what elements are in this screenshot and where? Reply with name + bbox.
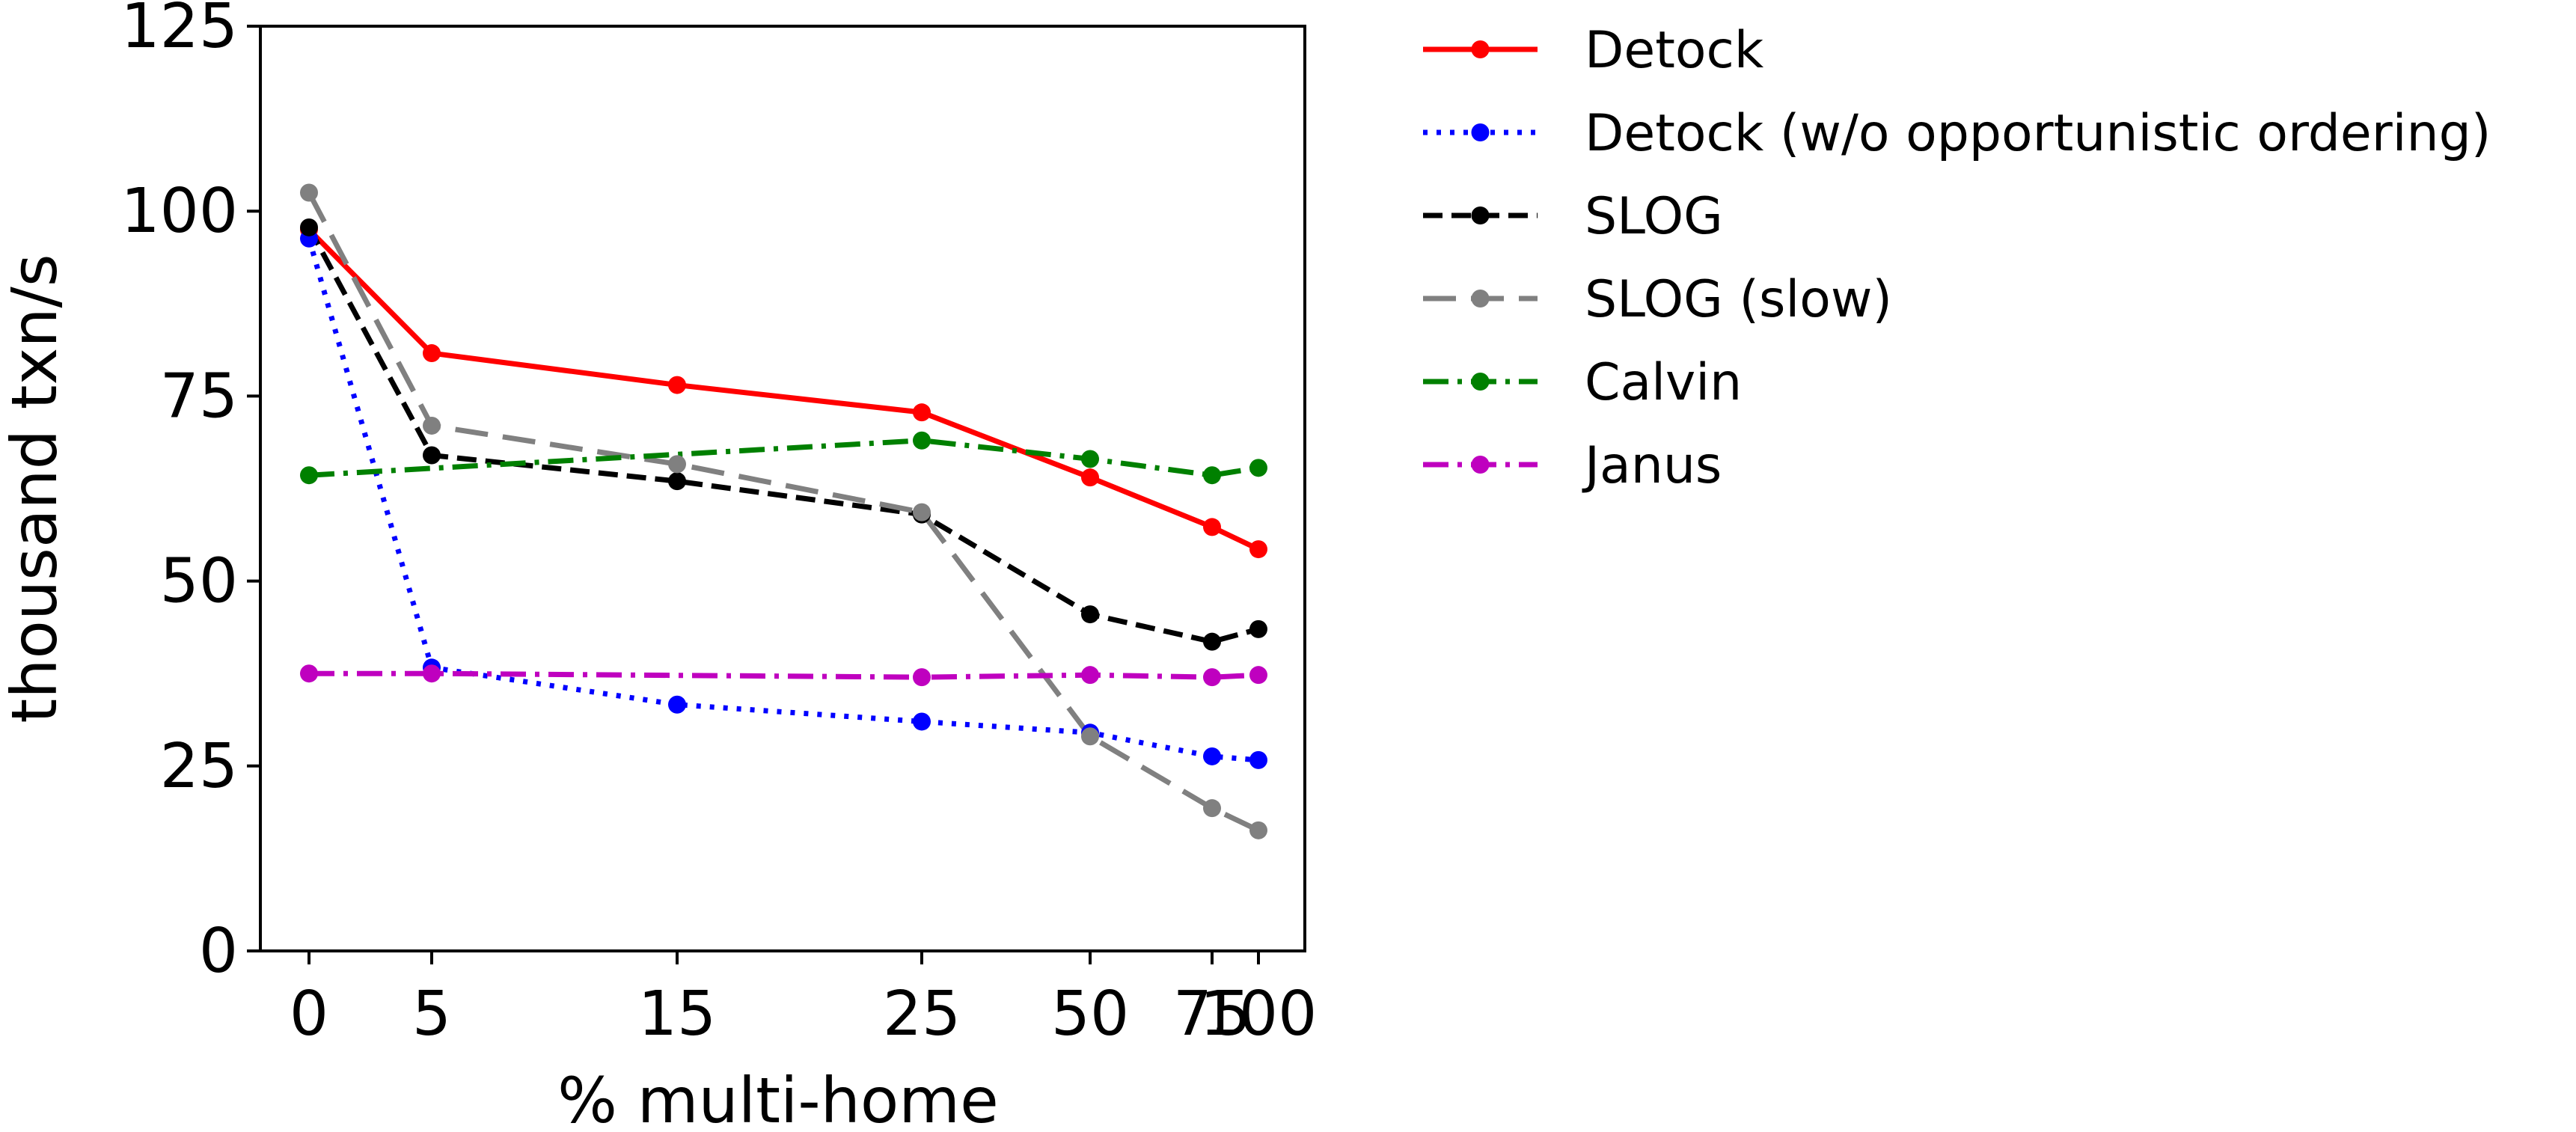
data-point <box>423 416 441 435</box>
data-point <box>668 376 686 394</box>
x-tick-label: 5 <box>412 979 451 1050</box>
data-point <box>1249 459 1267 477</box>
data-point <box>1249 540 1267 559</box>
data-point <box>913 403 931 422</box>
x-tick-label: 50 <box>1051 979 1129 1050</box>
series-line-1 <box>306 237 1259 763</box>
plot-frame <box>259 25 1306 952</box>
legend-label: Janus <box>1582 436 1722 495</box>
data-point <box>1203 799 1221 818</box>
x-axis-label: % multi-home <box>557 1064 999 1132</box>
data-point <box>1081 450 1099 468</box>
data-point <box>668 695 686 714</box>
data-point <box>913 712 931 731</box>
legend-marker <box>1471 290 1490 308</box>
data-point <box>1081 605 1099 624</box>
series-line-2 <box>306 226 1259 645</box>
series-lines <box>306 191 1260 833</box>
x-tick-label: 75 <box>1173 979 1251 1050</box>
data-point <box>1203 632 1221 651</box>
y-tick-label: 50 <box>160 546 238 617</box>
data-point <box>1249 619 1267 638</box>
y-tick-label: 125 <box>120 0 238 62</box>
legend: Detock Detock (w/o opportunistic ordering… <box>1423 21 2491 495</box>
data-point <box>1203 747 1221 765</box>
y-tick-label: 0 <box>199 916 238 987</box>
data-point <box>1249 750 1267 769</box>
legend-marker <box>1471 373 1490 391</box>
data-point <box>300 218 318 236</box>
legend-marker <box>1471 456 1490 474</box>
data-point <box>423 664 441 683</box>
legend-marker <box>1471 40 1490 58</box>
data-point <box>1203 466 1221 485</box>
data-point <box>300 183 318 202</box>
data-point <box>1249 821 1267 839</box>
series-line-5 <box>309 670 1259 680</box>
legend-label: SLOG (slow) <box>1585 270 1892 329</box>
plot-area <box>259 25 1306 952</box>
data-point <box>668 455 686 474</box>
series-line-4 <box>308 438 1259 478</box>
data-point <box>1203 668 1221 687</box>
data-point <box>668 472 686 491</box>
y-axis-label: thousand txn/s <box>0 254 71 723</box>
data-point <box>1203 518 1221 536</box>
y-tick-label: 25 <box>160 731 238 802</box>
data-point <box>1081 468 1099 487</box>
legend-label: Detock <box>1585 21 1764 80</box>
data-point <box>300 466 318 485</box>
data-point <box>913 431 931 450</box>
data-point <box>1081 666 1099 685</box>
legend-label: SLOG <box>1585 187 1723 246</box>
data-point <box>423 344 441 363</box>
x-tick-label: 15 <box>638 979 716 1050</box>
data-point <box>300 664 318 683</box>
legend-marker <box>1471 206 1490 224</box>
legend-label: Calvin <box>1585 353 1742 412</box>
data-point <box>1081 727 1099 746</box>
series-line-3 <box>306 191 1260 833</box>
y-tick-label: 75 <box>160 361 238 432</box>
legend-marker <box>1471 123 1490 141</box>
y-axis-ticks: 0 25 50 75 100 125 <box>120 0 260 987</box>
data-point <box>913 503 931 521</box>
legend-label: Detock (w/o opportunistic ordering) <box>1585 104 2491 163</box>
data-point <box>423 446 441 465</box>
y-tick-label: 100 <box>120 176 238 247</box>
data-point <box>913 668 931 687</box>
x-tick-label: 0 <box>290 979 328 1050</box>
x-tick-label: 25 <box>883 979 961 1050</box>
data-point <box>1249 666 1267 685</box>
series-points <box>300 183 1267 839</box>
x-tick-label: 100 <box>1200 979 1318 1050</box>
series-line-0 <box>307 227 1260 552</box>
